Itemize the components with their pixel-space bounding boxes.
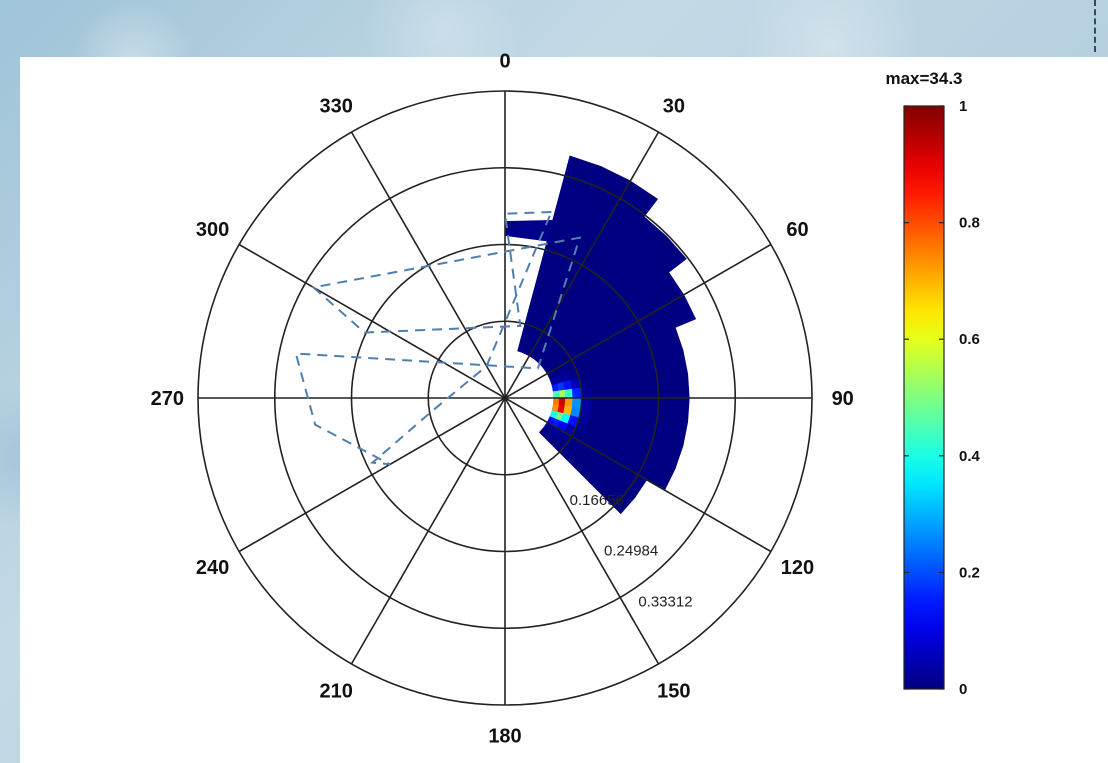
heatmap-cell — [580, 386, 593, 399]
radial-tick-label: 0.24984 — [604, 543, 658, 560]
heatmap-cell — [615, 381, 633, 399]
heatmap-cell — [615, 397, 633, 415]
heatmap-cell — [666, 373, 690, 399]
heatmap-cell — [558, 389, 566, 399]
dashed-border-fragment — [1094, 0, 1096, 52]
angle-tick-label: 150 — [657, 680, 690, 702]
heatmap-cell — [590, 384, 605, 399]
heatmap-cell — [602, 383, 618, 399]
heatmap-cell — [552, 390, 560, 399]
angle-tick-label: 300 — [196, 219, 229, 241]
colorbar-tick-label: 0.6 — [959, 331, 980, 348]
angle-tick-label: 90 — [832, 388, 854, 410]
colorbar-tick-label: 0.4 — [959, 448, 981, 465]
colorbar-tick-label: 1 — [959, 98, 967, 115]
angle-tick-label: 210 — [319, 680, 352, 702]
heatmap-cell — [630, 397, 650, 418]
colorbar: 0 0.2 0.4 0.6 0.8 1 max=34.3 — [885, 69, 980, 698]
angle-tick-label: 180 — [488, 726, 521, 748]
angle-tick-label: 30 — [663, 96, 685, 118]
angle-tick-label: 240 — [196, 557, 229, 579]
angle-tick-label: 330 — [319, 96, 352, 118]
radial-tick-label: 0.33312 — [638, 594, 692, 611]
heatmap-cell — [552, 397, 560, 406]
axis-labels: 0 30 60 90 120 150 180 210 240 270 300 330 0.16656 0.… — [151, 50, 854, 747]
heatmap-cell — [564, 388, 574, 399]
heatmap-cell — [602, 397, 618, 413]
angle-tick-label: 60 — [786, 219, 808, 241]
colorbar-tick-label: 0.2 — [959, 564, 980, 581]
colorbar-tick-label: 0 — [959, 681, 967, 698]
dashed-overlay — [294, 211, 582, 466]
heatmap-cell — [564, 397, 574, 408]
heatmap-cell — [505, 219, 553, 242]
dashed-overlay-polygon — [294, 211, 582, 466]
colorbar-title: max=34.3 — [885, 69, 962, 88]
heatmap-cell — [666, 397, 690, 423]
heatmap-cells — [505, 155, 697, 515]
heatmap-cell — [558, 397, 566, 407]
heatmap-cell — [650, 235, 687, 273]
heatmap-cell — [571, 387, 582, 399]
polar-grid — [197, 90, 813, 706]
heatmap-cell — [590, 397, 605, 412]
angle-tick-label: 270 — [151, 388, 184, 410]
heatmap-cell — [571, 397, 582, 409]
heatmap-cell — [580, 397, 593, 410]
angle-tick-label: 120 — [781, 557, 814, 579]
colorbar-gradient — [903, 105, 945, 690]
grid-spoke — [350, 131, 660, 665]
angle-tick-label: 0 — [499, 50, 510, 72]
heatmap-cell — [630, 378, 650, 399]
radial-tick-label: 0.16656 — [570, 492, 624, 509]
colorbar-tick-label: 0.8 — [959, 215, 980, 232]
